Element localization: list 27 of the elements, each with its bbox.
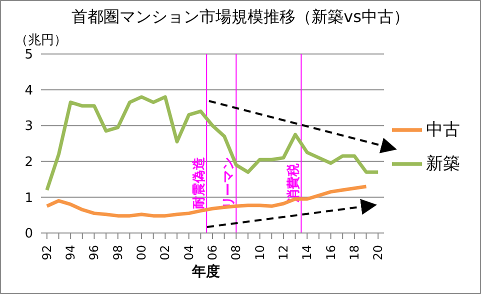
ref-line-label: 耐震偽造 [192,156,208,209]
y-tick-label: 2 [24,155,33,170]
y-tick-label: 1 [24,190,33,206]
x-tick-label: 12 [276,245,290,260]
x-tick-label: 04 [182,245,196,260]
y-tick-label: 5 [24,48,33,63]
x-tick-label: 18 [347,245,362,260]
y-tick-label: 4 [24,83,33,98]
x-tick-label: 06 [206,245,220,260]
legend-label: 中古 [426,120,460,140]
x-tick-label: 96 [87,245,102,260]
x-tick-label: 00 [134,245,149,260]
y-axis-title: （兆円） [15,32,67,49]
x-tick-label: 16 [324,245,338,260]
x-axis-title: 年度 [192,263,220,281]
legend-label: 新築 [426,154,460,174]
x-tick-label: 94 [64,245,78,260]
x-tick-label: 02 [158,245,172,260]
x-tick-label: 14 [300,245,314,260]
y-tick-label: 3 [24,119,33,134]
x-tick-label: 20 [371,245,386,260]
x-tick-label: 10 [252,245,267,260]
x-tick-label: 92 [40,245,54,260]
x-tick-label: 08 [229,245,244,260]
chart-title: 首都圏マンション市場規模推移（新築vs中古） [70,7,410,28]
x-tick-label: 98 [110,245,125,260]
y-tick-label: 0 [24,226,33,242]
